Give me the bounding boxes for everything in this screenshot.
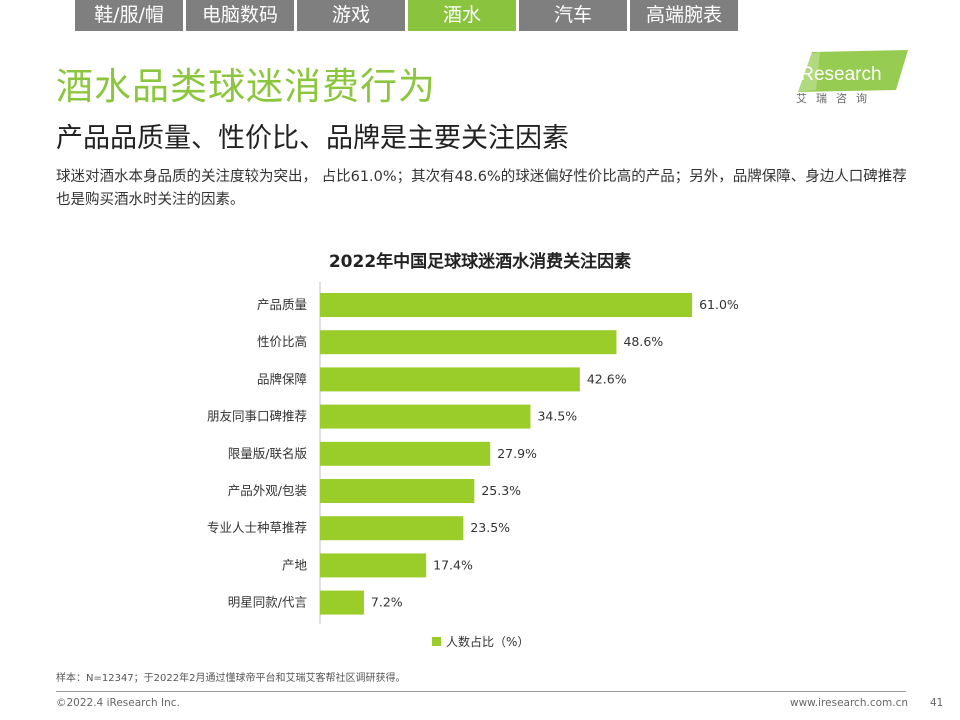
bar bbox=[320, 404, 531, 429]
bar bbox=[320, 479, 475, 503]
bar bbox=[320, 293, 693, 317]
data-label: 61.0% bbox=[699, 297, 739, 312]
data-label: 27.9% bbox=[497, 446, 537, 461]
category-label: 产品外观/包装 bbox=[228, 483, 307, 498]
bar bbox=[320, 590, 364, 615]
bar bbox=[320, 553, 427, 578]
data-label: 42.6% bbox=[587, 371, 627, 386]
bar bbox=[320, 330, 617, 355]
logo-wordmark: iResearch bbox=[796, 64, 882, 85]
chart-title: 2022年中国足球球迷酒水消费关注因素 bbox=[328, 252, 632, 272]
category-label: 产地 bbox=[282, 557, 308, 572]
website-link[interactable]: www.iresearch.com.cn bbox=[790, 697, 909, 709]
data-label: 34.5% bbox=[537, 409, 577, 424]
tab-digital[interactable]: 电脑数码 bbox=[186, 0, 294, 31]
footer-divider bbox=[56, 691, 906, 692]
data-label: 7.2% bbox=[371, 595, 403, 610]
tab-shoes[interactable]: 鞋/服/帽 bbox=[75, 0, 183, 31]
data-label: 17.4% bbox=[433, 557, 473, 572]
tab-watches[interactable]: 高端腕表 bbox=[630, 0, 738, 31]
tab-drinks[interactable]: 酒水 bbox=[408, 0, 516, 31]
category-label: 专业人士种草推荐 bbox=[207, 520, 307, 535]
category-label: 限量版/联名版 bbox=[228, 446, 308, 461]
bar-chart: 产品质量 61.0% 性价比高 48.6% 品牌保障 42.6% 朋友同事口碑推荐 34.5%… bbox=[207, 282, 739, 624]
category-label: 明星同款/代言 bbox=[228, 595, 307, 610]
category-label: 性价比高 bbox=[257, 334, 307, 349]
bar bbox=[320, 516, 464, 541]
data-label: 48.6% bbox=[623, 334, 663, 349]
iresearch-logo: iResearch bbox=[796, 50, 908, 92]
tab-games[interactable]: 游戏 bbox=[297, 0, 405, 31]
category-label: 朋友同事口碑推荐 bbox=[207, 409, 307, 424]
logo-chinese-name: 艾瑞咨询 bbox=[796, 92, 876, 105]
sample-note: 样本：N=12347；于2022年2月通过懂球帝平台和艾瑞艾客帮社区调研获得。 bbox=[56, 673, 406, 684]
page-description: 球迷对酒水本身品质的关注度较为突出， 占比61.0%；其次有48.6%的球迷偏好… bbox=[56, 169, 907, 208]
page-subtitle: 产品品质量、性价比、品牌是主要关注因素 bbox=[56, 123, 569, 154]
tab-cars[interactable]: 汽车 bbox=[519, 0, 627, 31]
legend-label: 人数占比（%） bbox=[446, 635, 530, 649]
copyright: ©2022.4 iResearch Inc. bbox=[56, 697, 180, 709]
data-label: 25.3% bbox=[481, 483, 521, 498]
data-label: 23.5% bbox=[470, 520, 510, 535]
legend-swatch bbox=[432, 637, 441, 646]
bar bbox=[320, 441, 491, 466]
category-label: 产品质量 bbox=[257, 297, 307, 312]
page-number: 41 bbox=[930, 697, 944, 709]
page-title: 酒水品类球迷消费行为 bbox=[56, 65, 436, 108]
chart-legend: 人数占比（%） bbox=[432, 633, 529, 650]
category-tabs: 鞋/服/帽 电脑数码 游戏 酒水 汽车 高端腕表 bbox=[75, 0, 741, 31]
bar bbox=[320, 367, 580, 392]
category-label: 品牌保障 bbox=[257, 371, 307, 386]
